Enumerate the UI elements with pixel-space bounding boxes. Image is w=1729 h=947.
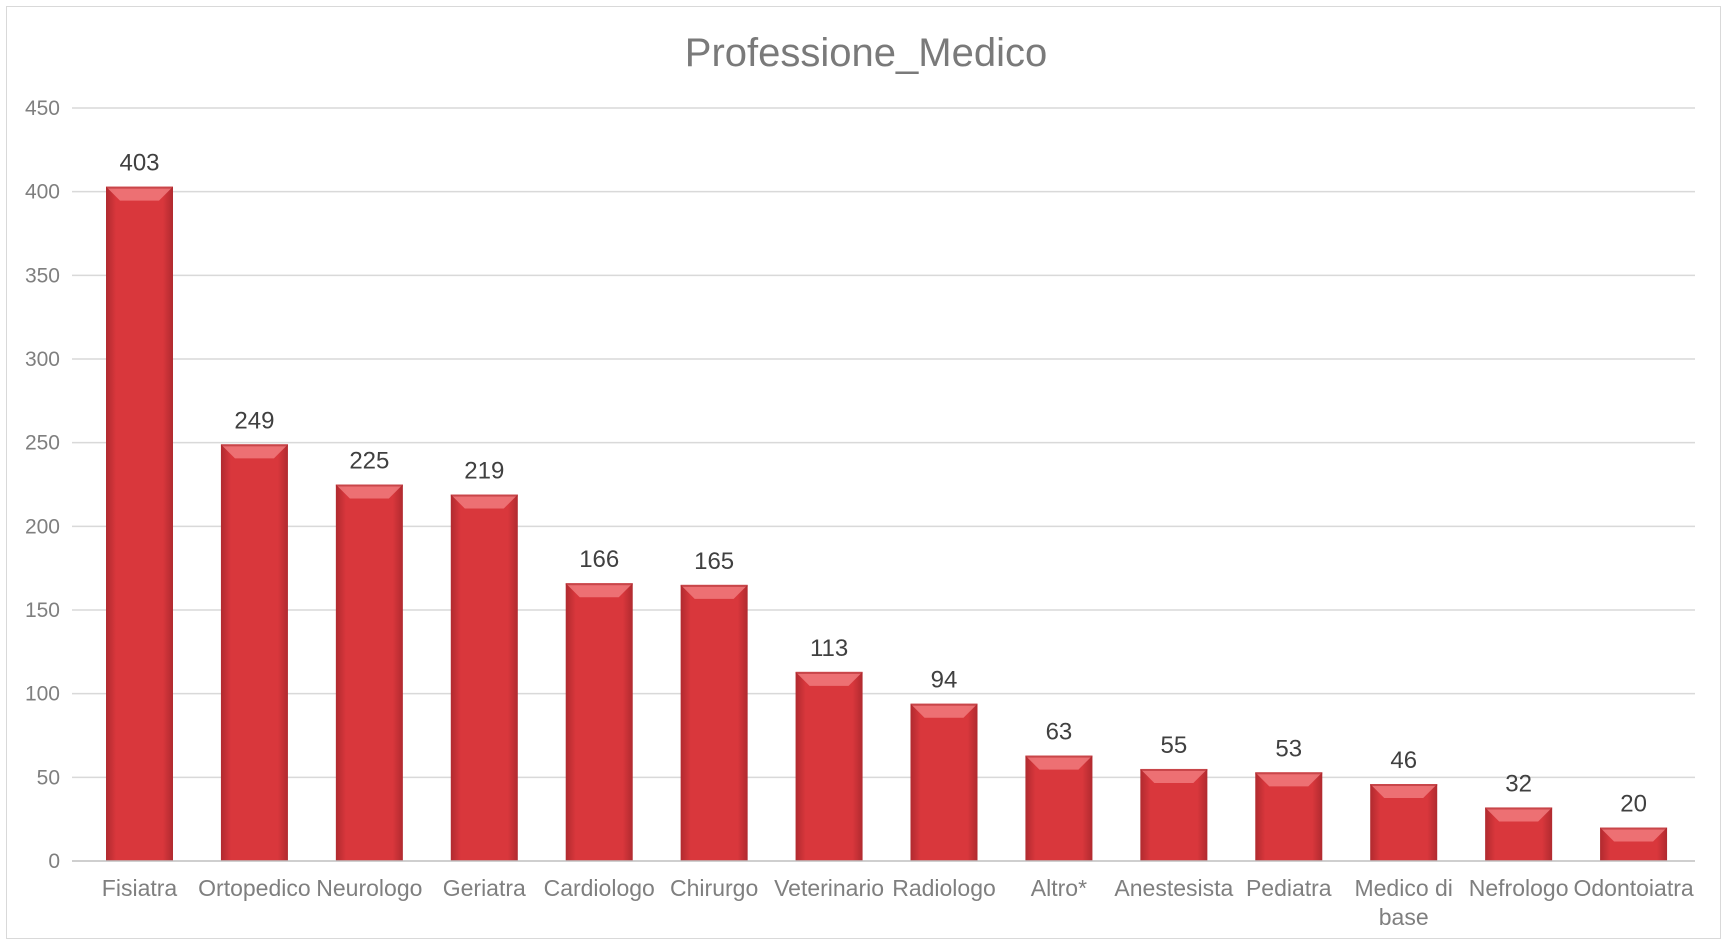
y-axis-tick-labels: 0 50 100 150 200 250 300 350 400 450 xyxy=(25,97,60,873)
bar-bevel xyxy=(1600,827,1668,842)
x-axis-category-labels: Fisiatra Ortopedico Neurologo Geriatra Cardi… xyxy=(102,875,1694,930)
bar-body xyxy=(106,186,173,861)
bar-body xyxy=(1140,768,1208,861)
bar-medico-di-base xyxy=(1370,784,1438,861)
y-tick-label: 150 xyxy=(25,599,60,622)
bar-bevel xyxy=(1140,768,1208,783)
bar-body xyxy=(910,703,978,861)
bar-neurologo xyxy=(335,484,403,861)
bar-top-edge xyxy=(910,703,978,706)
bar-top-edge xyxy=(1370,784,1438,787)
x-category-label: Odontoiatra xyxy=(1573,875,1693,901)
bar-ortopedico xyxy=(220,444,288,861)
x-category-label: Medico di base xyxy=(1354,875,1452,930)
y-tick-label: 50 xyxy=(37,766,60,789)
bar-top-edge xyxy=(335,484,403,487)
bar-bevel xyxy=(1485,807,1553,822)
x-category-label: Veterinario xyxy=(774,875,884,901)
bar-veterinario xyxy=(795,671,863,861)
data-label: 165 xyxy=(694,548,734,575)
gridlines xyxy=(72,107,1695,779)
bar-geriatra xyxy=(450,494,518,861)
x-category-label: Pediatra xyxy=(1246,875,1332,901)
bar-bevel xyxy=(450,494,518,509)
bar-anestesista xyxy=(1140,768,1208,861)
bar-cardiologo xyxy=(565,583,633,861)
x-category-label: Altro* xyxy=(1031,875,1087,901)
bar-body xyxy=(450,494,518,861)
bar-top-edge xyxy=(1025,755,1093,758)
y-tick-label: 100 xyxy=(25,683,60,706)
bar-bevel xyxy=(106,186,173,201)
data-label: 403 xyxy=(119,150,159,177)
y-tick-label: 200 xyxy=(25,515,60,538)
bar-body xyxy=(680,584,748,861)
bar-top-edge xyxy=(1140,768,1208,771)
y-tick-label: 0 xyxy=(48,850,60,873)
bar-top-edge xyxy=(106,186,173,189)
bar-nefrologo xyxy=(1485,807,1553,861)
bar-top-edge xyxy=(680,584,748,587)
y-tick-label: 400 xyxy=(25,181,60,204)
bar-top-edge xyxy=(220,444,288,447)
bar-top-edge xyxy=(795,671,863,674)
y-tick-label: 450 xyxy=(25,97,60,120)
data-label: 32 xyxy=(1505,770,1532,797)
chart-title: Professione_Medico xyxy=(685,31,1047,75)
data-label: 53 xyxy=(1275,735,1302,762)
y-tick-label: 250 xyxy=(25,432,60,455)
bar-odontoiatra xyxy=(1600,827,1668,861)
data-label: 225 xyxy=(349,448,389,475)
bar-bevel xyxy=(1025,755,1093,770)
data-label: 113 xyxy=(810,635,848,662)
data-label: 166 xyxy=(579,546,619,573)
x-category-label: Ortopedico xyxy=(198,875,311,901)
bar-body xyxy=(1025,755,1093,861)
bar-bevel xyxy=(910,703,978,718)
x-category-label: Neurologo xyxy=(316,875,422,901)
bar-radiologo xyxy=(910,703,978,861)
data-label: 55 xyxy=(1161,732,1188,759)
x-category-label: Fisiatra xyxy=(102,875,178,901)
bar-top-edge xyxy=(450,494,518,497)
bar-bevel xyxy=(680,584,748,599)
data-label: 20 xyxy=(1620,791,1647,818)
y-tick-label: 300 xyxy=(25,348,60,371)
bar-body xyxy=(220,444,288,861)
bar-altro- xyxy=(1025,755,1093,861)
bar-bevel xyxy=(565,583,633,598)
bar-body xyxy=(1255,772,1323,861)
x-category-label: Anestesista xyxy=(1114,875,1233,901)
bar-body xyxy=(335,484,403,861)
bar-bevel xyxy=(795,671,863,686)
bar-bevel xyxy=(220,444,288,459)
data-label: 219 xyxy=(464,458,504,485)
bar-body xyxy=(565,583,633,861)
bar-top-edge xyxy=(565,583,633,586)
bars xyxy=(106,186,1668,861)
bar-top-edge xyxy=(1255,772,1323,775)
data-labels: 403 249 225 219 166 165 113 94 63 55 53 46 32 20 xyxy=(119,150,1646,818)
y-tick-label: 350 xyxy=(25,264,60,287)
bar-bevel xyxy=(335,484,403,499)
data-label: 94 xyxy=(931,667,958,694)
bar-body xyxy=(795,671,863,861)
data-label: 63 xyxy=(1046,719,1073,746)
data-label: 46 xyxy=(1390,747,1417,774)
x-category-label: Geriatra xyxy=(443,875,526,901)
chart-frame xyxy=(6,6,1721,939)
x-category-label: Radiologo xyxy=(892,875,996,901)
bar-top-edge xyxy=(1485,807,1553,810)
bar-fisiatra xyxy=(106,186,173,861)
bar-bevel xyxy=(1255,772,1323,787)
x-category-label: Nefrologo xyxy=(1469,875,1569,901)
bar-top-edge xyxy=(1600,827,1668,830)
x-category-label: Chirurgo xyxy=(670,875,758,901)
data-label: 249 xyxy=(234,407,274,434)
bar-chirurgo xyxy=(680,584,748,861)
bar-pediatra xyxy=(1255,772,1323,861)
x-category-label: Cardiologo xyxy=(544,875,655,901)
bar-bevel xyxy=(1370,784,1438,799)
